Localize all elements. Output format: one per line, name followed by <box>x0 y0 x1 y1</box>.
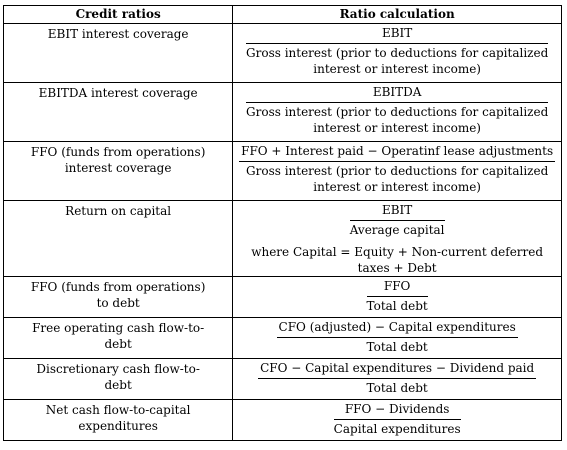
ratio-name: EBIT interest coverage <box>47 27 189 41</box>
formula-numerator: EBIT <box>381 26 413 40</box>
formula-numerator: FFO + Interest paid − Operatinf lease ad… <box>241 144 554 158</box>
formula-denominator: Total debt <box>366 381 428 395</box>
ratio-formula-cell: FFO − Dividends Capital expenditures <box>232 399 562 441</box>
ratio-name-line: to debt <box>96 296 140 310</box>
formula-fraction: EBITDA Gross interest (prior to deductio… <box>246 84 549 136</box>
ratio-name-cell: FFO (funds from operations) interest cov… <box>2 141 234 201</box>
formula-numerator: CFO − Capital expenditures − Dividend pa… <box>260 361 535 375</box>
table-row: EBIT interest coverage EBIT Gross intere… <box>2 23 562 83</box>
ratio-name: Discretionary cash flow-to- debt <box>8 359 228 393</box>
fraction-bar <box>366 296 428 297</box>
ratio-name: Net cash flow-to-capital expenditures <box>8 400 228 434</box>
ratio-name-line: expenditures <box>78 419 158 433</box>
header-credit-ratios: Credit ratios <box>2 5 234 24</box>
ratio-formula-cell: FFO Total debt <box>232 276 562 318</box>
ratio-name-line: debt <box>104 337 132 351</box>
ratio-formula-cell: CFO (adjusted) − Capital expenditures To… <box>232 317 562 359</box>
ratio-name-cell: Net cash flow-to-capital expenditures <box>2 399 234 441</box>
header-ratio-calculation: Ratio calculation <box>232 5 562 24</box>
fraction-bar <box>239 161 556 162</box>
fraction-bar <box>333 419 461 420</box>
ratio-name-line: Discretionary cash flow-to- <box>36 362 200 376</box>
denominator-line: Gross interest (prior to deductions for … <box>246 46 549 60</box>
ratio-name-cell: Discretionary cash flow-to- debt <box>2 358 234 400</box>
ratio-name-cell: FFO (funds from operations) to debt <box>2 276 234 318</box>
denominator-line: interest or interest income) <box>313 121 481 135</box>
ratio-name-line: Net cash flow-to-capital <box>45 403 191 417</box>
fraction-bar <box>349 220 445 221</box>
formula-denominator: Gross interest (prior to deductions for … <box>239 162 555 195</box>
fraction-bar <box>246 102 549 103</box>
denominator-line: interest or interest income) <box>313 180 481 194</box>
ratio-name: FFO (funds from operations) interest cov… <box>8 142 228 176</box>
table-row: Return on capital EBIT Average capital w… <box>2 200 562 277</box>
formula-denominator: Total debt <box>366 340 428 354</box>
table-row: Discretionary cash flow-to- debt CFO − C… <box>2 358 562 400</box>
formula-denominator: Gross interest (prior to deductions for … <box>246 44 548 77</box>
formula-fraction: EBIT Average capital <box>349 202 445 238</box>
formula-numerator: CFO (adjusted) − Capital expenditures <box>278 320 516 334</box>
formula-denominator: Gross interest (prior to deductions for … <box>246 103 548 136</box>
ratio-name-line: interest coverage <box>64 161 172 175</box>
fraction-bar <box>246 43 549 44</box>
ratio-name-cell: Free operating cash flow-to- debt <box>2 317 234 359</box>
fraction-bar <box>276 337 518 338</box>
table-row: EBITDA interest coverage EBITDA Gross in… <box>2 82 562 142</box>
ratio-name-line: FFO (funds from operations) <box>30 280 206 294</box>
formula-numerator: EBIT <box>381 203 413 217</box>
formula-numerator: FFO − Dividends <box>344 402 450 416</box>
formula-denominator: Capital expenditures <box>333 422 461 436</box>
ratio-name-line: Free operating cash flow-to- <box>32 321 205 335</box>
denominator-line: Gross interest (prior to deductions for … <box>246 164 549 178</box>
formula-fraction: EBIT Gross interest (prior to deductions… <box>246 25 549 77</box>
formula-fraction: FFO Total debt <box>366 278 428 314</box>
table-row: Free operating cash flow-to- debt CFO (a… <box>2 317 562 359</box>
ratio-name: EBITDA interest coverage <box>38 86 198 100</box>
ratio-formula-cell: FFO + Interest paid − Operatinf lease ad… <box>232 141 562 201</box>
ratio-name-cell: EBIT interest coverage <box>2 23 234 83</box>
formula-numerator: EBITDA <box>372 85 422 99</box>
denominator-line: interest or interest income) <box>313 62 481 76</box>
ratio-formula-cell: EBITDA Gross interest (prior to deductio… <box>232 82 562 142</box>
ratio-name-cell: EBITDA interest coverage <box>2 82 234 142</box>
fraction-bar <box>258 378 537 379</box>
formula-fraction: FFO + Interest paid − Operatinf lease ad… <box>239 143 556 195</box>
ratio-name: FFO (funds from operations) to debt <box>8 277 228 311</box>
ratio-formula-cell: EBIT Average capital where Capital = Equ… <box>232 200 562 277</box>
table-row: FFO (funds from operations) to debt FFO … <box>2 276 562 318</box>
formula-denominator: Total debt <box>366 299 428 313</box>
table-row: Net cash flow-to-capital expenditures FF… <box>2 399 562 441</box>
formula-numerator: FFO <box>383 279 411 293</box>
ratio-formula-cell: CFO − Capital expenditures − Dividend pa… <box>232 358 562 400</box>
header-row: Credit ratios Ratio calculation <box>2 5 562 24</box>
formula-denominator: Average capital <box>349 223 445 237</box>
ratio-name-cell: Return on capital <box>2 200 234 277</box>
ratio-formula-cell: EBIT Gross interest (prior to deductions… <box>232 23 562 83</box>
formula-fraction: CFO (adjusted) − Capital expenditures To… <box>276 319 518 355</box>
ratio-name: Return on capital <box>65 204 172 218</box>
capital-definition-note: where Capital = Equity + Non-current def… <box>251 245 544 275</box>
ratio-name: Free operating cash flow-to- debt <box>8 318 228 352</box>
formula-fraction: CFO − Capital expenditures − Dividend pa… <box>258 360 537 396</box>
credit-ratios-table: Credit ratios Ratio calculation EBIT int… <box>2 5 562 441</box>
formula-fraction: FFO − Dividends Capital expenditures <box>333 401 461 437</box>
denominator-line: Gross interest (prior to deductions for … <box>246 105 549 119</box>
ratio-name-line: FFO (funds from operations) <box>30 145 206 159</box>
table-row: FFO (funds from operations) interest cov… <box>2 141 562 201</box>
ratio-name-line: debt <box>104 378 132 392</box>
